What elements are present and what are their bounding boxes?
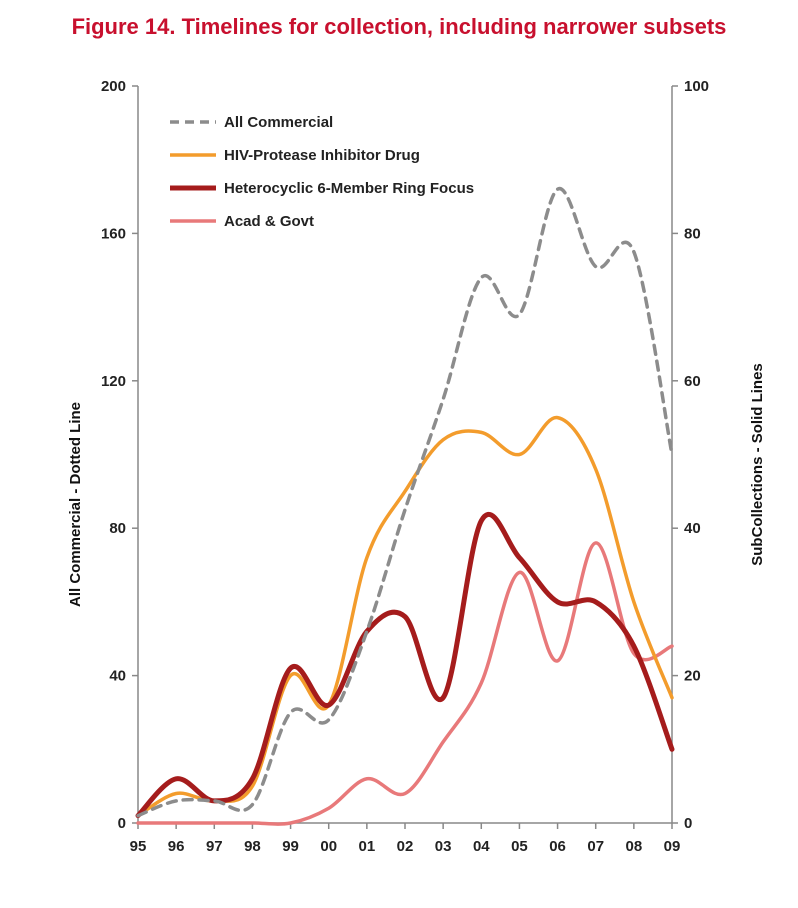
legend: All Commercial HIV-Protease Inhibitor Dru… xyxy=(170,114,474,230)
x-tick-label: 05 xyxy=(511,838,528,855)
x-tick-label: 02 xyxy=(397,838,414,855)
x-tick-label: 97 xyxy=(206,838,223,855)
series-line-3 xyxy=(138,543,672,824)
left-tick-label: 0 xyxy=(118,815,126,832)
left-tick-label: 120 xyxy=(101,373,126,390)
legend-label-3: Acad & Govt xyxy=(224,213,314,230)
x-tick-label: 04 xyxy=(473,838,490,855)
right-tick-label: 100 xyxy=(684,78,709,95)
x-tick-label: 00 xyxy=(320,838,337,855)
right-tick-label: 60 xyxy=(684,373,701,390)
right-axis-ticks: 0 20 40 60 80 100 xyxy=(672,78,709,832)
x-tick-label: 98 xyxy=(244,838,261,855)
left-tick-label: 80 xyxy=(109,520,126,537)
left-tick-label: 160 xyxy=(101,225,126,242)
left-axis-label: All Commercial - Dotted Line xyxy=(67,402,84,607)
series-line-2 xyxy=(138,514,672,815)
x-tick-label: 99 xyxy=(282,838,299,855)
series-group xyxy=(138,189,672,825)
right-axis-label: SubCollections - Solid Lines xyxy=(749,363,766,566)
right-tick-label: 20 xyxy=(684,668,701,685)
x-tick-label: 96 xyxy=(168,838,185,855)
right-tick-label: 80 xyxy=(684,225,701,242)
legend-label-2: Heterocyclic 6-Member Ring Focus xyxy=(224,180,474,197)
series-line-0 xyxy=(138,189,672,816)
right-tick-label: 0 xyxy=(684,815,692,832)
right-tick-label: 40 xyxy=(684,520,701,537)
legend-label-0: All Commercial xyxy=(224,114,333,131)
x-axis-ticks: 95 96 97 98 99 00 01 02 03 04 05 06 07 08 09 xyxy=(130,823,681,855)
x-tick-label: 08 xyxy=(626,838,643,855)
left-axis-ticks: 0 40 80 120 160 200 xyxy=(101,78,138,832)
x-tick-label: 06 xyxy=(549,838,566,855)
left-tick-label: 40 xyxy=(109,668,126,685)
x-tick-label: 03 xyxy=(435,838,452,855)
x-tick-label: 07 xyxy=(587,838,604,855)
x-tick-label: 95 xyxy=(130,838,147,855)
left-tick-label: 200 xyxy=(101,78,126,95)
x-tick-label: 01 xyxy=(359,838,376,855)
x-tick-label: 09 xyxy=(664,838,681,855)
legend-label-1: HIV-Protease Inhibitor Drug xyxy=(224,147,420,164)
